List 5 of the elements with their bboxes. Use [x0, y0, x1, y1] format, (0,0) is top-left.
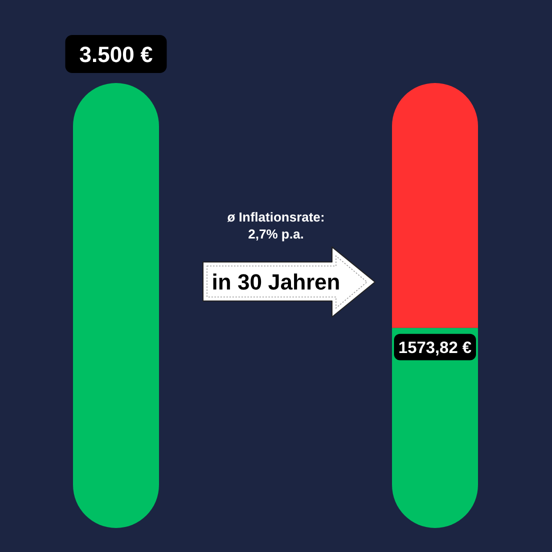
data-label: 3.500 € — [79, 42, 153, 67]
annotation: 2,7% p.a. — [248, 226, 304, 242]
data-label: 1573,82 € — [398, 338, 472, 357]
annotation: in 30 Jahren — [212, 270, 340, 295]
annotation: ø Inflationsrate: — [227, 210, 325, 225]
